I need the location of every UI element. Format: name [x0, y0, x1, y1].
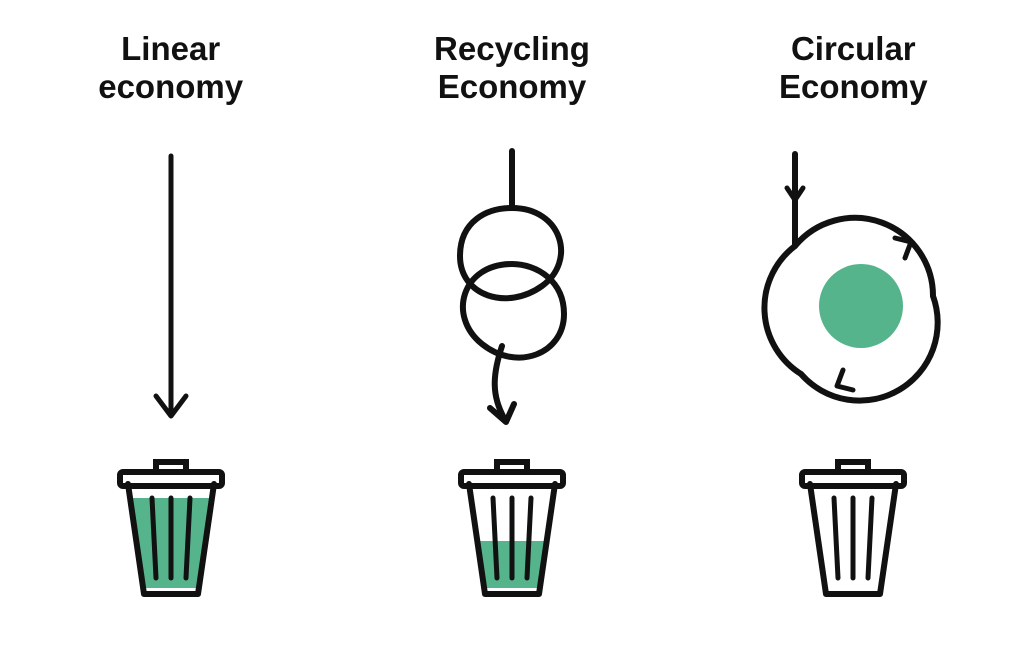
- recycling-loop-icon: [412, 146, 612, 446]
- arrow-down-icon: [111, 146, 231, 446]
- title-linear: Linear economy: [98, 30, 243, 106]
- column-circular: Circular Economy: [684, 30, 1022, 606]
- title-recycling: Recycling Economy: [434, 30, 590, 106]
- economy-diagram-container: Linear economy: [0, 0, 1024, 647]
- trash-bin-icon: [106, 446, 236, 606]
- diagram-linear: [111, 146, 231, 446]
- trash-bin-icon: [447, 446, 577, 606]
- circular-loop-icon: [743, 146, 963, 446]
- column-recycling: Recycling Economy: [343, 30, 681, 606]
- bin-recycling: [447, 446, 577, 606]
- diagram-circular: [743, 146, 963, 446]
- bin-circular: [788, 446, 918, 606]
- diagram-recycling: [412, 146, 612, 446]
- bin-linear: [106, 446, 236, 606]
- trash-bin-icon: [788, 446, 918, 606]
- title-circular: Circular Economy: [779, 30, 928, 106]
- column-linear: Linear economy: [2, 30, 340, 606]
